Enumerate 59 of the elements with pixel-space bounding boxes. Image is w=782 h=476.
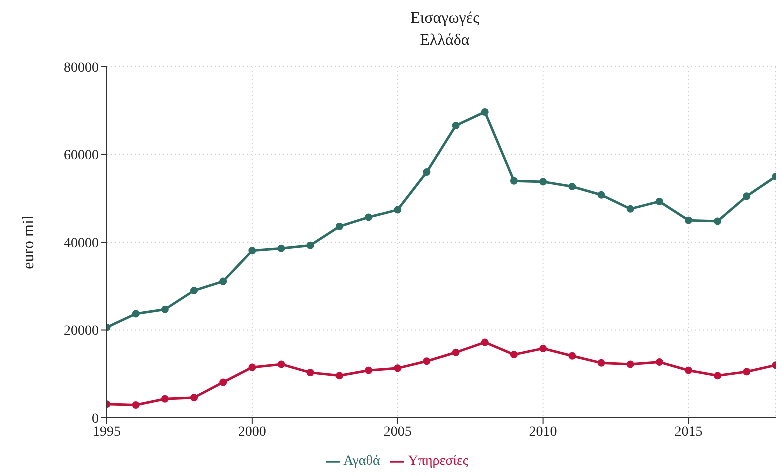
point (190, 287, 198, 295)
x-tick-label: 2010 (529, 424, 558, 440)
point (248, 364, 256, 372)
point (306, 242, 314, 250)
point (540, 344, 548, 352)
point (626, 205, 634, 213)
point (656, 198, 664, 206)
point (161, 306, 169, 314)
point (598, 359, 606, 367)
chart-title: Εισαγωγές (410, 9, 480, 29)
legend-label: Υπηρεσίες (408, 454, 468, 469)
y-tick-label: 80000 (64, 60, 99, 76)
point (714, 218, 722, 226)
point (423, 168, 431, 176)
y-tick-label: 0 (92, 412, 99, 427)
point (365, 214, 373, 222)
chart-subtitle: Ελλάδα (419, 31, 471, 51)
legend-label: Αγαθά (344, 454, 380, 469)
point (684, 216, 692, 224)
point (598, 191, 606, 199)
point (306, 369, 314, 377)
point (394, 364, 402, 372)
point (278, 360, 286, 368)
y-tick-label: 60000 (64, 148, 99, 164)
point (626, 360, 634, 368)
point (132, 402, 140, 410)
point (220, 378, 228, 386)
point (220, 278, 228, 286)
y-tick-label: 20000 (64, 324, 99, 340)
point (452, 122, 460, 130)
point (481, 338, 489, 346)
point (714, 372, 722, 380)
point (132, 310, 140, 318)
point (423, 358, 431, 366)
point (481, 108, 489, 116)
y-tick-label: 40000 (64, 236, 99, 252)
point (743, 192, 751, 200)
point (248, 247, 256, 255)
x-tick-label: 2005 (384, 424, 412, 440)
point (336, 222, 344, 230)
point (161, 395, 169, 403)
x-tick-label: 2015 (674, 424, 703, 440)
point (510, 351, 518, 359)
point (656, 358, 664, 366)
point (336, 372, 344, 380)
point (452, 348, 460, 356)
point (568, 183, 576, 191)
x-tick-label: 1995 (93, 424, 121, 440)
point (394, 206, 402, 214)
point (510, 177, 518, 185)
point (365, 366, 373, 374)
point (568, 352, 576, 360)
point (190, 394, 198, 402)
y-axis-title: euro mil (20, 215, 38, 270)
point (540, 178, 548, 186)
point (684, 366, 692, 374)
point (743, 368, 751, 376)
x-tick-label: 2000 (238, 424, 266, 440)
point (278, 244, 286, 252)
